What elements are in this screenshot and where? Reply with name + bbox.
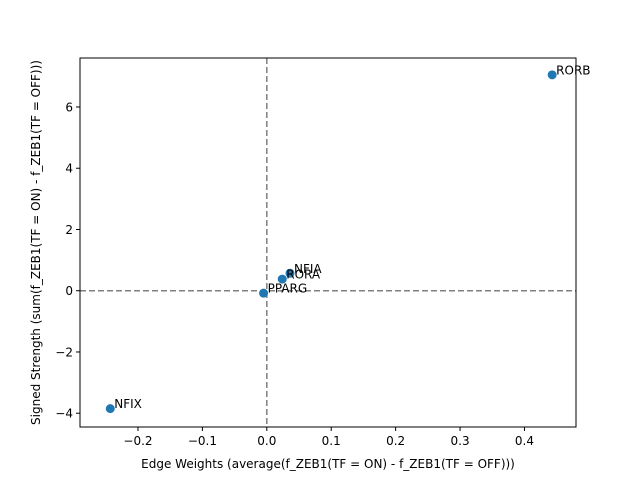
data-point (259, 288, 269, 298)
x-axis-label: Edge Weights (average(f_ZEB1(TF = ON) - … (141, 457, 515, 471)
data-point-label: PPARG (268, 282, 308, 296)
x-tick-label: 0.2 (386, 434, 405, 448)
x-tick-label: −0.2 (123, 434, 152, 448)
plot-area-frame (79, 57, 577, 428)
reference-lines (80, 58, 576, 427)
y-axis-ticks: −4 −2 0 2 4 6 (55, 100, 80, 421)
y-tick-label: 2 (65, 223, 73, 237)
data-points (105, 70, 557, 414)
y-tick-label: 4 (65, 162, 73, 176)
y-tick-label: −4 (55, 407, 73, 421)
y-tick-label: −2 (55, 345, 73, 359)
x-tick-label: 0.4 (515, 434, 534, 448)
y-axis-label: Signed Strength (sum(f_ZEB1(TF = ON) - f… (29, 60, 43, 425)
x-tick-label: 0.1 (322, 434, 341, 448)
x-tick-label: 0.3 (451, 434, 470, 448)
data-point (277, 274, 287, 284)
data-point-label: NFIA (294, 262, 322, 276)
data-point-label: RORA (286, 268, 321, 282)
data-point (285, 268, 295, 278)
data-point (547, 70, 557, 80)
x-tick-label: 0.0 (257, 434, 276, 448)
data-point-label: RORB (556, 63, 590, 77)
y-tick-label: 6 (65, 100, 73, 114)
x-tick-label: −0.1 (188, 434, 217, 448)
data-point (105, 404, 115, 414)
y-tick-label: 0 (65, 284, 73, 298)
x-axis-ticks: −0.2 −0.1 0.0 0.1 0.2 0.3 0.4 (123, 427, 534, 448)
data-point-label: NFIX (114, 397, 142, 411)
